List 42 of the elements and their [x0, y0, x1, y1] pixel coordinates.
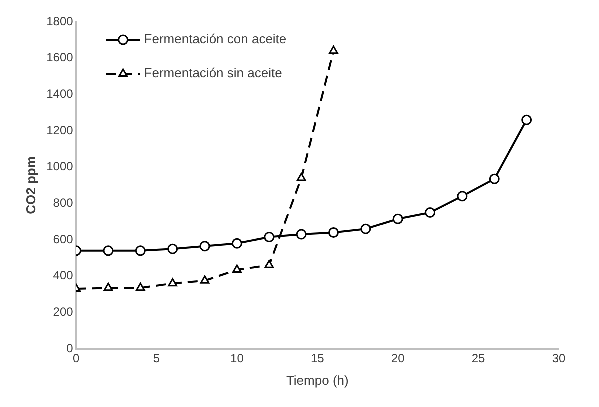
- point: [232, 264, 242, 273]
- point: [489, 174, 500, 184]
- point: [168, 278, 178, 287]
- y-tick-label: 600: [53, 232, 74, 246]
- point: [135, 246, 146, 256]
- y-tick-label: 1600: [46, 50, 74, 65]
- point: [200, 241, 210, 252]
- point: [522, 114, 532, 126]
- point: [200, 276, 210, 284]
- y-tick-label: 1200: [46, 123, 74, 138]
- x-tick-label: 25: [472, 352, 486, 366]
- y-tick-label: 1000: [46, 160, 74, 174]
- x-tick-label: 5: [153, 352, 160, 366]
- x-tick-label: 10: [230, 352, 244, 366]
- legend-label: Fermentación con aceite: [144, 32, 287, 47]
- y-tick-label: 1800: [46, 14, 74, 28]
- point: [457, 191, 468, 202]
- y-tick-label: 400: [53, 268, 74, 283]
- x-axis-title: Tiempo (h): [286, 372, 349, 388]
- point: [103, 246, 114, 256]
- point: [328, 227, 339, 238]
- y-tick-label: 800: [53, 196, 74, 210]
- y-tick-label: 1400: [46, 86, 74, 101]
- x-tick-label: 15: [310, 352, 325, 366]
- point: [329, 46, 338, 54]
- point: [425, 208, 436, 218]
- legend-label: Fermentación sin aceite: [144, 66, 282, 81]
- point: [360, 224, 372, 234]
- x-tick-label: 30: [552, 352, 566, 366]
- point: [264, 260, 274, 268]
- x-tick-label: 20: [391, 352, 406, 366]
- point: [168, 244, 178, 254]
- point: [264, 232, 275, 243]
- point: [392, 214, 404, 224]
- point: [136, 282, 146, 292]
- point: [296, 172, 306, 182]
- y-tick-label: 0: [66, 341, 74, 356]
- y-axis-title: CO2 ppm: [23, 156, 38, 214]
- point: [232, 238, 242, 249]
- point: [104, 282, 114, 292]
- point: [296, 229, 307, 240]
- y-tick-label: 200: [53, 304, 74, 319]
